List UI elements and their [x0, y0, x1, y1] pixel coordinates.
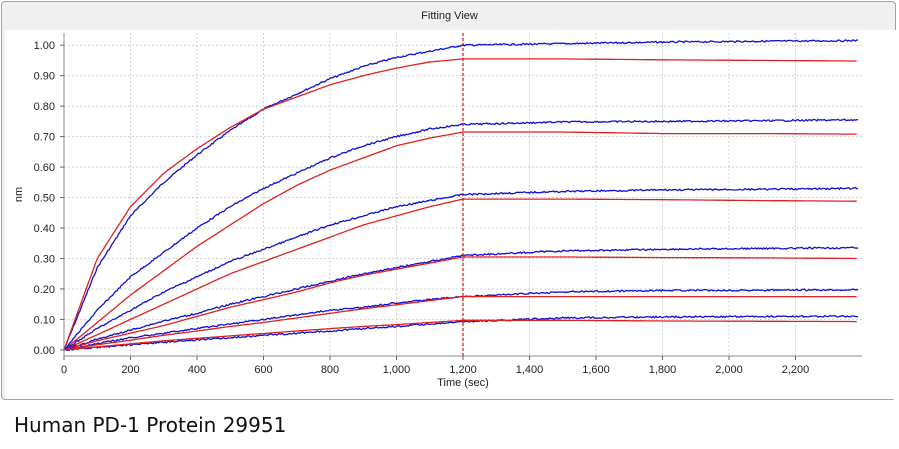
x-tick-labels: 0 200 400 600 800 1,000 1,200 1,400 1,600 1,800 2,…: [61, 356, 809, 376]
data-curve: [64, 314, 859, 352]
figure-caption: Human PD-1 Protein 29951: [14, 413, 287, 437]
data-curve: [63, 186, 858, 351]
x-axis-label: Time (sec): [437, 377, 489, 389]
x-tick-label: 2,200: [782, 364, 810, 376]
x-tick-label: 1,400: [516, 364, 544, 376]
x-tick-label: 1,000: [383, 364, 411, 376]
x-tick-label: 200: [121, 364, 139, 376]
data-curve: [63, 39, 858, 351]
fitting-chart: 0 200 400 600 800 1,000 1,200 1,400 1,600 1,800 2,…: [13, 33, 862, 389]
fit-curve: [63, 295, 857, 351]
y-tick-label: 0.80: [34, 101, 55, 113]
x-tick-label: 800: [321, 364, 339, 376]
plot-frame: [5, 30, 896, 399]
series-curves: [63, 39, 859, 352]
fit-curve: [63, 131, 857, 351]
chart-title: Fitting View: [421, 10, 478, 22]
data-curve: [63, 246, 859, 351]
y-tick-labels: 0.00 0.10 0.20 0.30 0.40 0.50 0.60 0.70 0.80 0.90…: [34, 40, 64, 357]
x-tick-label: 2,000: [715, 364, 743, 376]
y-tick-label: 0.60: [34, 162, 55, 174]
y-tick-label: 0.30: [34, 253, 55, 265]
y-tick-label: 0.90: [34, 71, 55, 83]
y-axis-label: nm: [13, 187, 25, 202]
y-tick-label: 0.70: [34, 132, 55, 144]
y-tick-label: 0.10: [34, 314, 55, 326]
fit-curve: [63, 58, 857, 351]
fit-curve: [63, 198, 857, 351]
x-tick-label: 1,800: [649, 364, 677, 376]
y-tick-label: 0.50: [34, 193, 55, 205]
fit-curve: [63, 256, 857, 351]
y-tick-label: 0.20: [34, 284, 55, 296]
data-curve: [63, 118, 859, 351]
y-tick-label: 1.00: [34, 40, 55, 52]
grid-lines: [64, 33, 862, 356]
y-tick-label: 0.40: [34, 223, 55, 235]
fit-curve: [63, 319, 857, 351]
x-tick-label: 0: [61, 364, 67, 376]
x-tick-label: 1,600: [582, 364, 610, 376]
x-tick-label: 600: [254, 364, 272, 376]
x-tick-label: 400: [188, 364, 206, 376]
x-tick-label: 1,200: [449, 364, 477, 376]
y-tick-label: 0.00: [34, 345, 55, 357]
